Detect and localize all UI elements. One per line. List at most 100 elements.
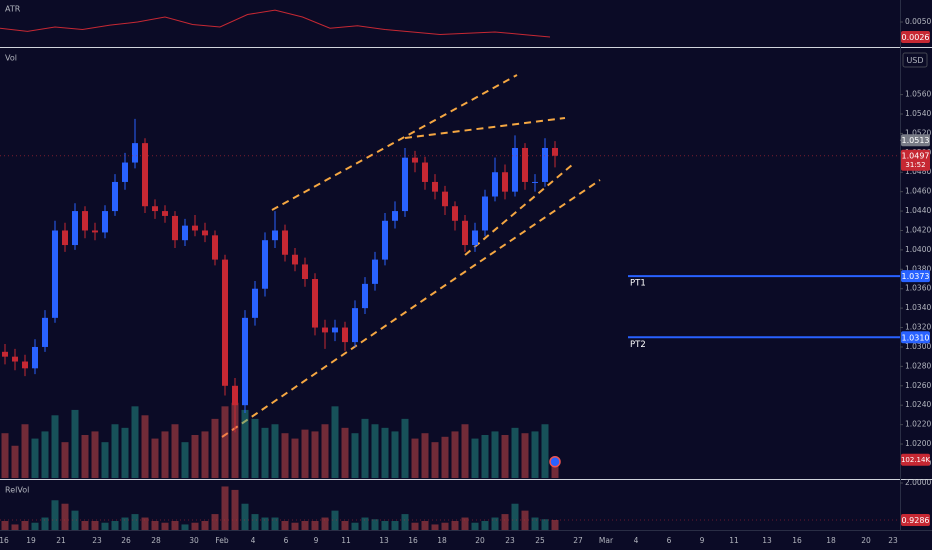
volume-bar bbox=[281, 433, 289, 478]
candle-body bbox=[82, 211, 88, 231]
candle-body bbox=[342, 327, 348, 343]
candle-body bbox=[152, 206, 158, 212]
y-tick-label: 1.0480 bbox=[905, 167, 931, 176]
relvol-bar bbox=[421, 520, 429, 530]
relvol-bar bbox=[551, 520, 559, 530]
candle-body bbox=[362, 283, 368, 309]
relvol-last-label: 0.9286 bbox=[902, 516, 930, 525]
volume-bar bbox=[71, 409, 79, 478]
candle-body bbox=[462, 220, 468, 246]
volume-bar bbox=[331, 406, 339, 478]
relvol-bar bbox=[431, 524, 439, 530]
volume-bar bbox=[431, 442, 439, 478]
volume-bar bbox=[441, 436, 449, 478]
relvol-bar bbox=[361, 517, 369, 530]
y-tick-label: 1.0400 bbox=[905, 245, 931, 254]
volume-label: 102.14K bbox=[901, 456, 930, 464]
y-tick-label: 2.0000 bbox=[905, 478, 931, 487]
x-tick-label: 27 bbox=[573, 536, 583, 545]
countdown: 31:52 bbox=[905, 161, 925, 169]
x-tick-label: 9 bbox=[314, 536, 319, 545]
candle-body bbox=[532, 181, 538, 183]
candle-body bbox=[272, 230, 278, 241]
volume-bar bbox=[161, 431, 169, 478]
atr-last-label: 0.0026 bbox=[902, 33, 930, 42]
atr-last-label-bg bbox=[901, 31, 930, 43]
candle-body bbox=[262, 240, 268, 289]
relvol-bar bbox=[231, 489, 239, 530]
volume-bar bbox=[221, 406, 229, 478]
x-tick-label: 11 bbox=[341, 536, 351, 545]
volume-bar bbox=[101, 442, 109, 478]
candle-body bbox=[142, 143, 148, 207]
relvol-bar bbox=[91, 520, 99, 530]
volume-bar bbox=[261, 427, 269, 478]
y-tick-label: 1.0360 bbox=[905, 284, 931, 293]
last-price-label: 1.0497 bbox=[902, 152, 930, 161]
candle-body bbox=[372, 259, 378, 284]
last-price-bg bbox=[901, 149, 930, 171]
candle-body bbox=[252, 288, 258, 318]
candle-body bbox=[332, 327, 338, 333]
volume-bar bbox=[181, 442, 189, 478]
volume-bar bbox=[141, 415, 149, 478]
candle-body bbox=[482, 196, 488, 231]
relvol-bar bbox=[291, 522, 299, 530]
currency-box[interactable] bbox=[902, 52, 928, 68]
candle-body bbox=[242, 317, 248, 406]
relvol-bar bbox=[191, 522, 199, 530]
relvol-bar bbox=[491, 517, 499, 530]
volume-bar bbox=[31, 438, 39, 478]
candle-body bbox=[172, 215, 178, 241]
candle-body bbox=[72, 211, 78, 246]
volume-bar bbox=[41, 431, 49, 478]
x-tick-label: 19 bbox=[26, 536, 36, 545]
relvol-bar bbox=[531, 517, 539, 530]
volume-bar bbox=[11, 445, 19, 478]
target-label: 1.0310 bbox=[902, 333, 930, 342]
relvol-bar bbox=[181, 524, 189, 530]
volume-bar bbox=[111, 424, 119, 478]
volume-bar bbox=[551, 459, 559, 478]
candle-body bbox=[22, 361, 28, 369]
y-tick-label: 1.0380 bbox=[905, 264, 931, 273]
relvol-bar bbox=[101, 522, 109, 530]
candle-body bbox=[62, 230, 68, 246]
volume-bar bbox=[201, 431, 209, 478]
candle-body bbox=[442, 191, 448, 207]
relvol-bar bbox=[31, 522, 39, 530]
x-tick-label: Feb bbox=[215, 536, 229, 545]
relvol-bar bbox=[311, 520, 319, 530]
candle-body bbox=[2, 351, 8, 357]
volume-bar bbox=[81, 435, 89, 478]
relvol-bar bbox=[401, 514, 409, 530]
y-tick-label: 1.0520 bbox=[905, 128, 931, 137]
volume-bar bbox=[171, 424, 179, 478]
volume-bar bbox=[291, 438, 299, 478]
relvol-bar bbox=[501, 514, 509, 530]
candle-body bbox=[122, 162, 128, 182]
volume-bar bbox=[531, 431, 539, 478]
relvol-bar bbox=[131, 514, 139, 530]
x-tick-label: 23 bbox=[505, 536, 515, 545]
relvol-bar bbox=[241, 503, 249, 530]
relvol-last-label-bg bbox=[901, 514, 930, 526]
candle-body bbox=[182, 225, 188, 241]
candle-body bbox=[192, 225, 198, 231]
relvol-bar bbox=[51, 500, 59, 530]
y-tick-label: 1.0460 bbox=[905, 187, 931, 196]
candle-body bbox=[352, 308, 358, 343]
target-name: PT2 bbox=[630, 340, 646, 350]
relvol-bar bbox=[1, 520, 9, 530]
volume-bar bbox=[241, 409, 249, 478]
y-tick-label: 1.0320 bbox=[905, 323, 931, 332]
volume-bar bbox=[501, 435, 509, 478]
volume-bar bbox=[401, 418, 409, 478]
volume-bar bbox=[381, 427, 389, 478]
relvol-bar bbox=[411, 522, 419, 530]
volume-bar bbox=[271, 424, 279, 478]
relvol-bar bbox=[251, 514, 259, 530]
candle-body bbox=[402, 157, 408, 212]
candle-body bbox=[392, 211, 398, 221]
